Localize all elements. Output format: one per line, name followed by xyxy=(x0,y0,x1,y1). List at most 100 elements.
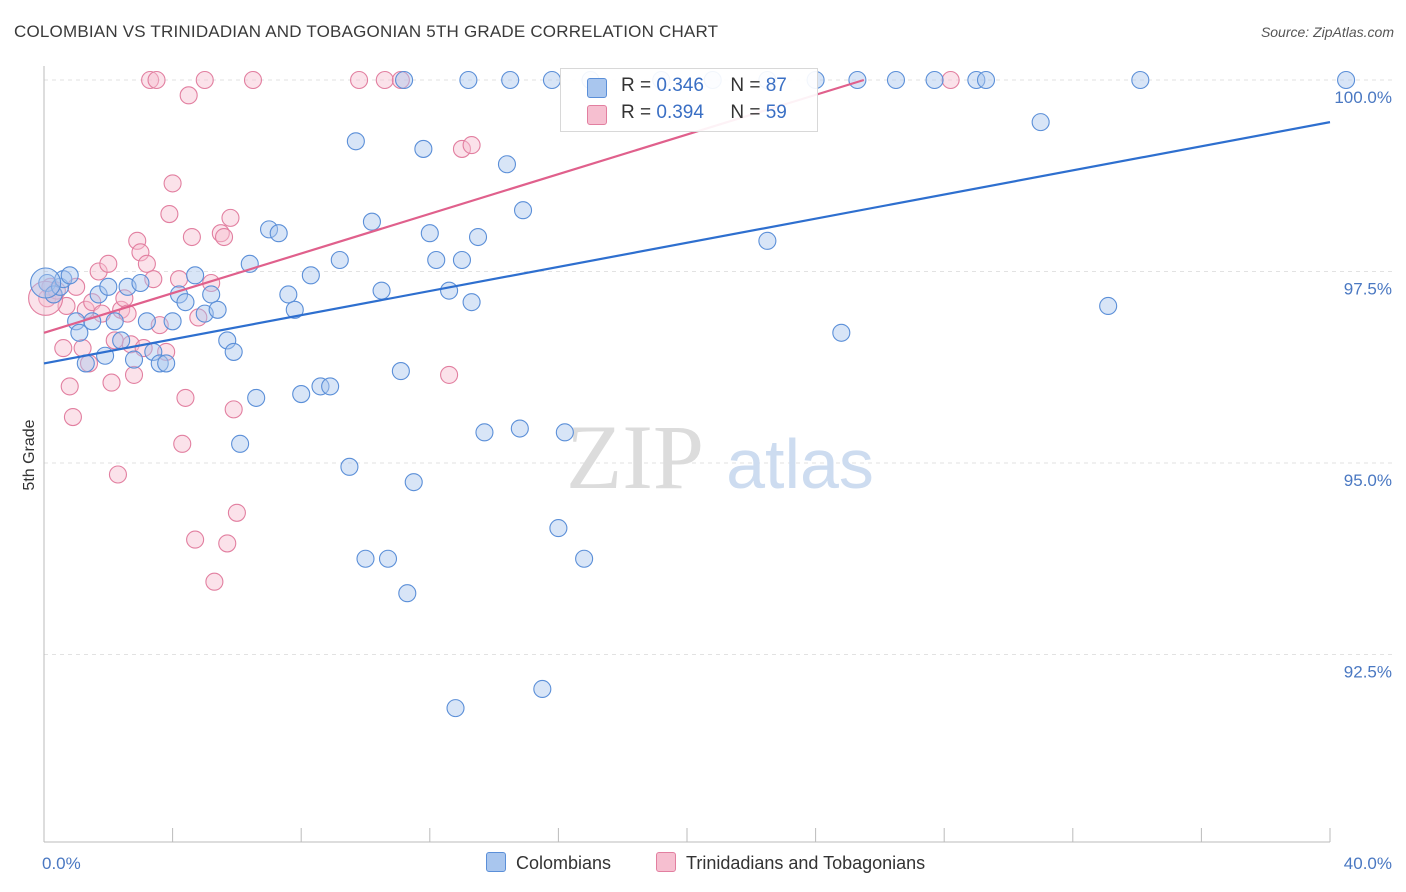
trinidadian-point xyxy=(60,377,79,396)
colombian-point xyxy=(202,285,221,304)
colombian-point xyxy=(501,70,520,90)
colombian-point xyxy=(137,312,156,331)
x-tick-label-max: 40.0% xyxy=(1344,854,1392,873)
colombian-point xyxy=(157,354,176,373)
trinidadian-point xyxy=(375,70,394,90)
colombian-point xyxy=(247,388,266,407)
colombian-point xyxy=(575,549,594,568)
trinidadian-point xyxy=(102,373,121,392)
bottom-legend-trinidadians[interactable]: Trinidadians and Tobagonians xyxy=(656,852,925,874)
colombian-point xyxy=(259,220,279,239)
trinidadian-point xyxy=(176,388,195,407)
colombian-point xyxy=(292,385,311,404)
colombian-point xyxy=(468,227,488,247)
colombian-point xyxy=(124,350,144,369)
trinidadian-point xyxy=(124,365,144,384)
legend-r-value: 0.394 xyxy=(656,102,704,123)
trinidadian-point xyxy=(163,174,182,193)
bottom-legend-swatch-blue xyxy=(486,852,506,872)
trinidadian-point xyxy=(179,86,198,105)
colombian-point xyxy=(176,293,195,312)
y-tick-label: 100.0% xyxy=(1334,88,1392,107)
legend-r-label: R = xyxy=(621,75,652,96)
correlation-legend: R = 0.346 N = 87 R = 0.394 N = 59 xyxy=(560,68,818,132)
legend-swatch-pink xyxy=(587,105,607,125)
colombian-point xyxy=(372,281,391,300)
colombian-point xyxy=(208,300,227,319)
trinidadian-point xyxy=(108,465,127,484)
colombian-point xyxy=(758,231,777,250)
trinidadian-point xyxy=(462,136,481,155)
colombian-point xyxy=(832,323,851,342)
y-axis-title: 5th Grade xyxy=(21,419,38,490)
trinidadian-point xyxy=(195,70,214,90)
y-tick-label: 97.5% xyxy=(1344,280,1392,299)
colombian-point xyxy=(391,362,410,381)
legend-swatch-blue xyxy=(587,78,607,98)
colombian-point xyxy=(414,139,433,158)
trinidadian-point xyxy=(243,70,263,90)
y-tick-label: 95.0% xyxy=(1344,471,1392,490)
colombian-point xyxy=(555,423,574,442)
trinidadian-point xyxy=(205,572,224,591)
trinidadian-point xyxy=(128,231,147,250)
trinidadian-point xyxy=(99,254,118,273)
colombian-point xyxy=(30,267,62,299)
colombian-point xyxy=(330,250,349,270)
trinidadian-point xyxy=(89,262,108,281)
trinidadian-point xyxy=(186,530,205,549)
colombian-point xyxy=(269,224,288,243)
axes xyxy=(43,66,1331,843)
colombian-point xyxy=(311,377,330,396)
colombian-point xyxy=(231,434,250,453)
legend-n-label: N = xyxy=(730,102,761,123)
colombian-point xyxy=(886,70,906,90)
colombian-point xyxy=(218,331,237,350)
colombian-point xyxy=(112,331,131,350)
colombian-point xyxy=(356,549,375,568)
trinidadian-point xyxy=(941,70,960,90)
trinidadian-point xyxy=(224,400,243,419)
trinidadian-point xyxy=(141,70,160,90)
colombian-point xyxy=(340,457,359,476)
colombian-point xyxy=(542,70,562,90)
colombian-point xyxy=(404,473,423,492)
colombian-point xyxy=(89,285,108,304)
colombian-point xyxy=(70,323,89,342)
colombian-point xyxy=(378,549,398,568)
bottom-legend-colombians[interactable]: Colombians xyxy=(486,852,611,874)
colombian-point xyxy=(967,70,986,90)
colombian-point xyxy=(224,342,243,361)
legend-r-value: 0.346 xyxy=(656,75,704,96)
y-tick-label: 92.5% xyxy=(1344,663,1392,682)
trinidadian-point xyxy=(160,205,179,224)
colombian-point xyxy=(362,212,381,231)
colombian-point xyxy=(105,312,124,331)
colombian-point xyxy=(459,70,478,90)
colombian-point xyxy=(446,699,465,718)
colombian-point xyxy=(163,312,182,331)
colombian-point xyxy=(321,377,340,396)
trinidadian-point xyxy=(169,270,189,289)
colombian-point xyxy=(279,285,298,304)
trinidadian-point xyxy=(115,289,134,308)
colombian-point xyxy=(427,250,446,270)
colombian-point xyxy=(44,285,63,304)
chart-title: COLOMBIAN VS TRINIDADIAN AND TOBAGONIAN … xyxy=(14,22,719,41)
colombian-point xyxy=(99,277,118,296)
watermark-zip: ZIP xyxy=(566,406,704,508)
colombian-point xyxy=(420,224,439,243)
trinidadian-point xyxy=(63,407,82,427)
colombian-point xyxy=(301,266,320,285)
trinidadian-point xyxy=(221,208,240,227)
colombian-point xyxy=(497,155,517,174)
colombian-point xyxy=(186,266,205,285)
grid xyxy=(44,79,1392,655)
legend-n-value: 87 xyxy=(765,75,787,96)
colombian-point xyxy=(395,70,414,90)
source-label: Source: ZipAtlas.com xyxy=(1260,24,1394,40)
trinidadian-point xyxy=(227,503,246,522)
bottom-legend-swatch-pink xyxy=(656,852,676,872)
colombians-trend-line xyxy=(43,121,1331,365)
